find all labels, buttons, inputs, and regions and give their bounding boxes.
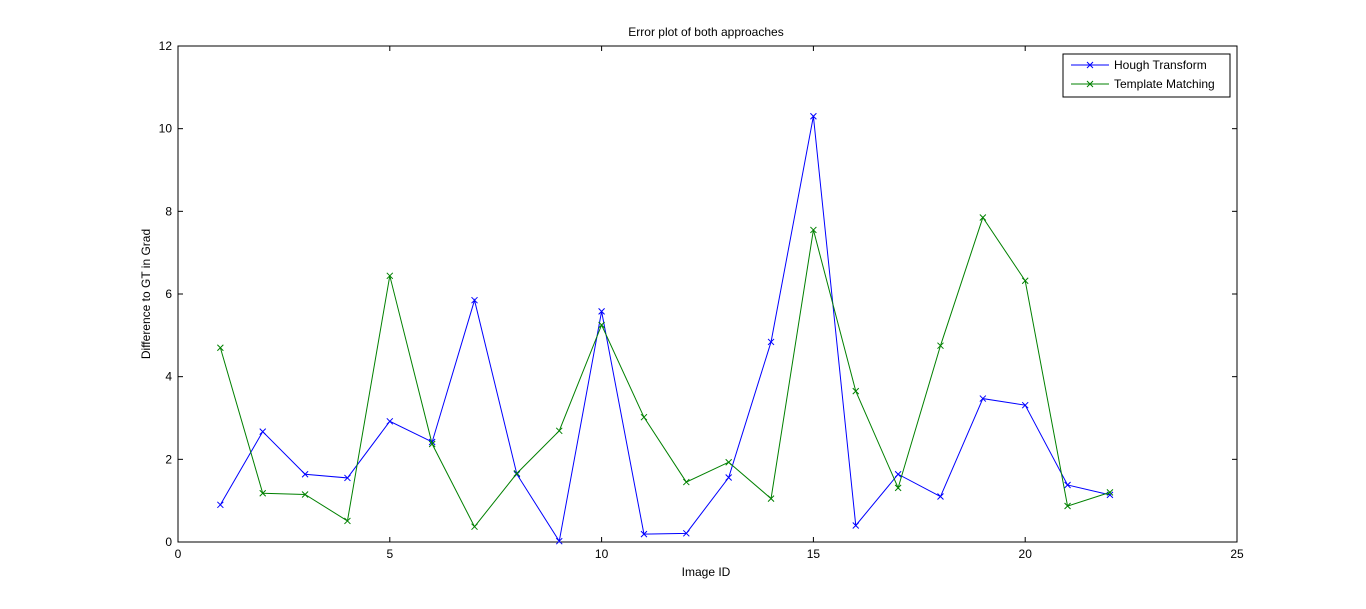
data-point-marker <box>344 517 351 525</box>
data-point-marker <box>1106 489 1114 496</box>
y-tick-label: 12 <box>159 39 173 53</box>
data-point-marker <box>555 537 563 545</box>
legend-marker <box>1086 61 1094 69</box>
plot-border <box>177 45 1238 543</box>
series-line <box>219 216 1111 528</box>
data-point-marker <box>217 344 224 352</box>
data-point-marker <box>937 493 944 500</box>
data-point-marker <box>471 523 478 531</box>
legend: Hough Transform Template Matching <box>1062 53 1231 98</box>
legend-marker <box>1086 80 1094 88</box>
data-point-marker <box>767 495 775 502</box>
y-tick-label: 0 <box>165 535 172 549</box>
legend-label: Template Matching <box>1114 77 1215 91</box>
data-point-marker <box>937 342 944 350</box>
plot-area <box>177 45 1238 543</box>
data-point-marker <box>1021 277 1029 285</box>
x-tick-label: 10 <box>595 547 609 561</box>
data-point-marker <box>301 470 309 478</box>
data-point-marker <box>640 413 648 421</box>
y-tick-label: 6 <box>165 287 172 301</box>
data-point-marker <box>894 470 902 478</box>
data-point-marker <box>513 470 521 477</box>
data-point-marker <box>894 484 902 492</box>
data-point-marker <box>471 296 478 304</box>
data-point-marker <box>767 338 775 346</box>
data-point-marker <box>852 522 860 529</box>
legend-label: Hough Transform <box>1114 58 1207 72</box>
y-tick-label: 8 <box>165 204 172 218</box>
data-point-marker <box>428 438 436 446</box>
data-point-marker <box>810 112 817 120</box>
data-point-marker <box>725 458 733 466</box>
data-point-marker <box>640 530 648 538</box>
y-axis-label: Difference to GT in Grad <box>139 229 153 359</box>
x-tick-label: 25 <box>1230 547 1244 561</box>
series-hough-transform <box>217 112 1114 545</box>
data-point-marker <box>344 474 351 482</box>
series-line <box>219 116 1111 543</box>
y-tick-label: 4 <box>165 370 172 384</box>
x-tick-label: 0 <box>175 547 182 561</box>
data-point-marker <box>555 427 563 435</box>
data-point-marker <box>386 417 394 425</box>
data-point-marker <box>1064 481 1071 489</box>
data-point-marker <box>682 529 690 537</box>
data-point-marker <box>259 489 267 497</box>
data-point-marker <box>682 478 690 486</box>
series-template-matching <box>217 214 1114 531</box>
x-tick-label: 5 <box>386 547 393 561</box>
axis-ticks: 0 5 10 15 20 25 0 2 4 6 8 10 12 <box>159 39 1244 561</box>
data-point-marker <box>852 387 860 395</box>
data-point-marker <box>598 321 605 329</box>
data-point-marker <box>301 491 309 498</box>
legend-box <box>1062 53 1231 98</box>
data-point-marker <box>1064 502 1071 510</box>
data-point-marker <box>598 308 605 315</box>
data-point-marker <box>217 501 224 509</box>
data-point-marker <box>810 226 817 234</box>
x-axis-label: Image ID <box>682 565 731 579</box>
data-point-marker <box>979 395 987 402</box>
data-point-marker <box>1021 401 1029 409</box>
data-point-marker <box>979 214 987 221</box>
y-tick-label: 10 <box>159 122 173 136</box>
data-point-marker <box>259 428 267 435</box>
x-tick-label: 20 <box>1019 547 1033 561</box>
x-tick-label: 15 <box>807 547 821 561</box>
series-layer <box>217 112 1114 545</box>
data-point-marker <box>725 474 733 481</box>
data-point-marker <box>428 440 436 448</box>
y-tick-label: 2 <box>165 452 172 466</box>
data-point-marker <box>386 272 394 280</box>
chart-title: Error plot of both approaches <box>628 25 783 39</box>
